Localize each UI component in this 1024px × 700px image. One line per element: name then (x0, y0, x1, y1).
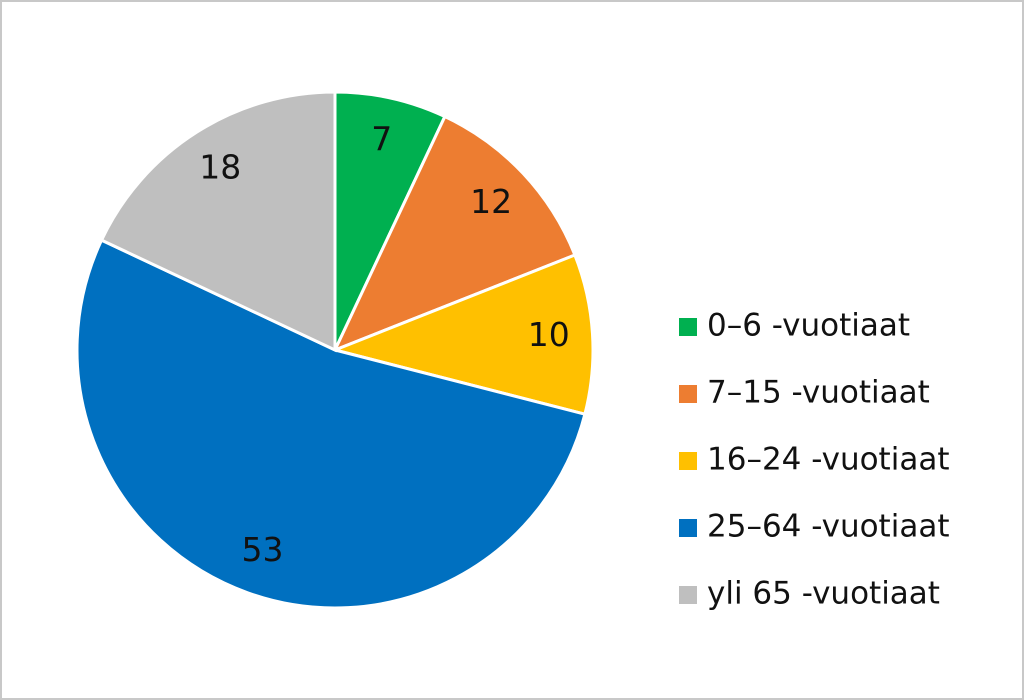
legend-label: 0–6 -vuotiaat (707, 308, 910, 344)
pie-slice (333, 90, 447, 351)
data-label: 10 (528, 315, 570, 354)
legend-swatch (679, 452, 697, 470)
legend-swatch (679, 519, 697, 537)
pie-slice (330, 253, 595, 416)
data-label: 12 (470, 182, 512, 221)
data-label: 53 (241, 530, 283, 569)
data-label: 18 (199, 148, 241, 187)
pie-slice (332, 114, 577, 353)
legend-label: yli 65 -vuotiaat (707, 576, 940, 612)
legend-label: 7–15 -vuotiaat (707, 375, 930, 411)
legend-swatch (679, 385, 697, 403)
data-label: 7 (371, 120, 392, 159)
legend-label: 16–24 -vuotiaat (707, 442, 949, 478)
legend-swatch (679, 586, 697, 604)
pie-slice (99, 90, 337, 353)
legend-label: 25–64 -vuotiaat (707, 509, 949, 545)
pie-slice (75, 238, 587, 610)
legend-swatch (679, 318, 697, 336)
